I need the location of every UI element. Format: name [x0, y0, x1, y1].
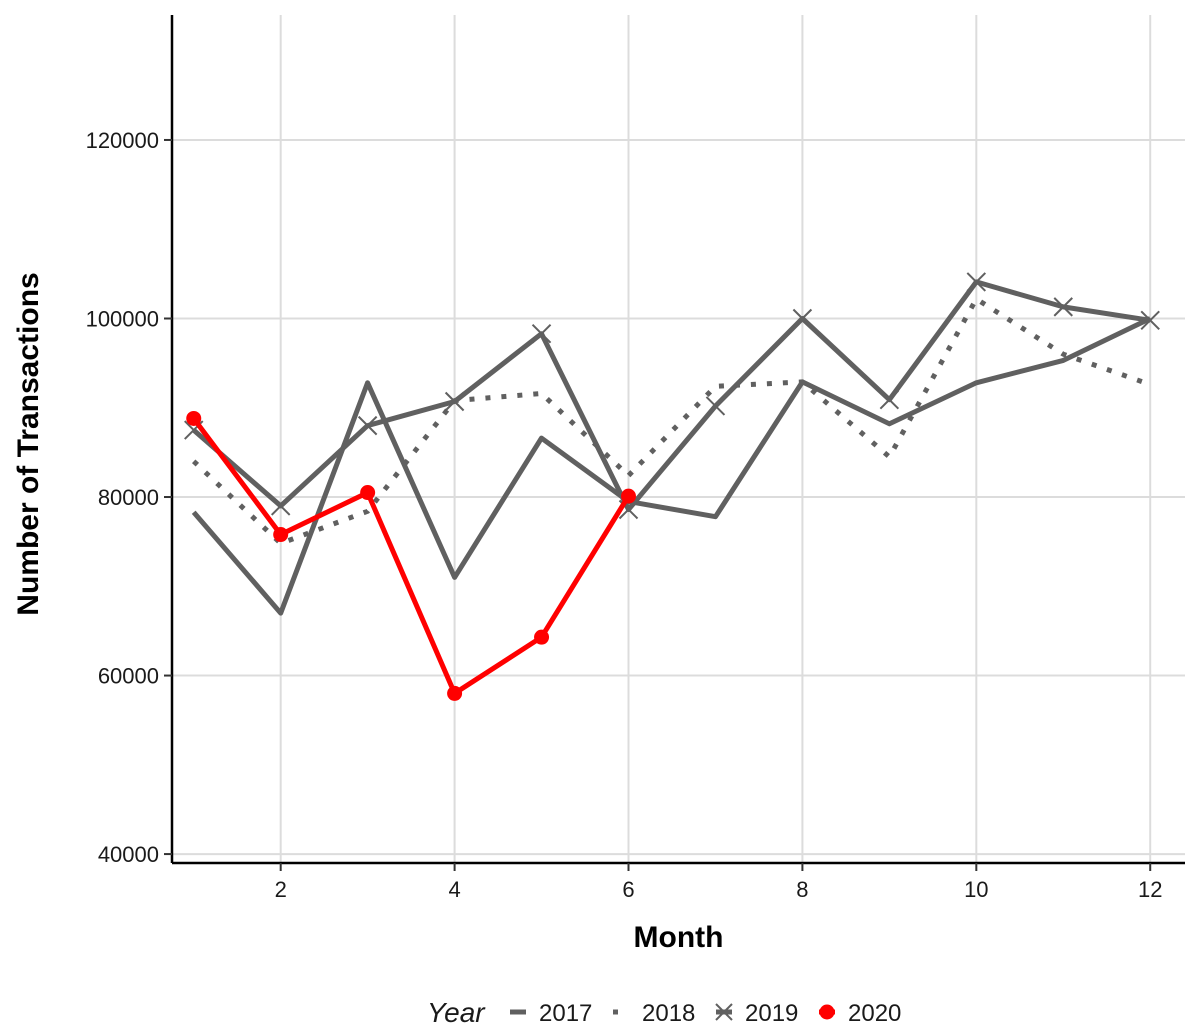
point-2020: [534, 629, 550, 645]
tick-labels: 2 4 6 8 10 12 40000 60000 80000 100000 120000: [86, 128, 1163, 902]
legend-item-2018: 2018: [613, 1000, 695, 1027]
point-2019: [966, 272, 987, 292]
legend-label-2017: 2017: [539, 1000, 592, 1027]
y-tick-label: 120000: [86, 128, 159, 153]
point-2019: [879, 390, 900, 410]
marker-stroke: [705, 396, 726, 416]
point-2019: [270, 496, 291, 516]
y-tick-label: 80000: [98, 485, 159, 510]
marker-stroke: [357, 415, 378, 436]
legend: Year 2017 2018 2019 2020: [427, 997, 901, 1028]
x-tick-label: 4: [448, 877, 460, 902]
point-2020: [447, 685, 463, 701]
x-tick-label: 10: [964, 877, 988, 902]
legend-item-2020: 2020: [819, 1000, 901, 1027]
point-2020: [621, 488, 637, 504]
series-lines: [184, 272, 1160, 701]
marker-stroke: [792, 308, 813, 329]
point-2019: [357, 415, 378, 436]
point-2019: [1140, 310, 1160, 330]
x-tick-label: 2: [275, 877, 287, 902]
grid-lines: [172, 15, 1185, 863]
y-axis-title: Number of Transactions: [12, 272, 45, 615]
legend-title: Year: [427, 997, 486, 1028]
marker-stroke: [1140, 310, 1160, 330]
x-tick-label: 6: [622, 877, 634, 902]
x-tick-label: 8: [796, 877, 808, 902]
point-2019: [531, 323, 552, 344]
legend-label-2019: 2019: [745, 1000, 798, 1027]
point-2019: [444, 391, 465, 412]
legend-key-marker: [819, 1004, 835, 1020]
axes: [164, 15, 1185, 871]
marker-stroke: [879, 390, 900, 410]
series-line-2019: [192, 279, 1151, 512]
series-line-2017: [191, 316, 1152, 616]
point-2020: [360, 485, 376, 501]
marker-stroke: [1053, 297, 1073, 317]
marker-stroke: [444, 391, 465, 412]
legend-key-marker: [715, 1003, 733, 1021]
marker-stroke: [966, 272, 987, 292]
legend-item-2017: 2017: [510, 1000, 592, 1027]
marker-stroke: [618, 499, 639, 520]
point-2019: [792, 308, 813, 329]
legend-label-2020: 2020: [848, 1000, 901, 1027]
series-line-2018: [191, 296, 1152, 546]
point-2020: [186, 410, 202, 426]
legend-item-2019: 2019: [715, 1000, 798, 1027]
point-2019: [1053, 297, 1073, 317]
y-tick-label: 60000: [98, 664, 159, 689]
marker-stroke: [270, 496, 291, 516]
x-axis-title: Month: [634, 921, 724, 954]
point-2019: [705, 396, 726, 416]
x-tick-label: 12: [1138, 877, 1162, 902]
point-2020: [273, 527, 289, 543]
legend-label-2018: 2018: [642, 1000, 695, 1027]
y-tick-label: 40000: [98, 842, 159, 867]
marker-stroke: [531, 323, 552, 344]
y-tick-label: 100000: [86, 306, 159, 331]
series-line-2020: [191, 416, 631, 696]
